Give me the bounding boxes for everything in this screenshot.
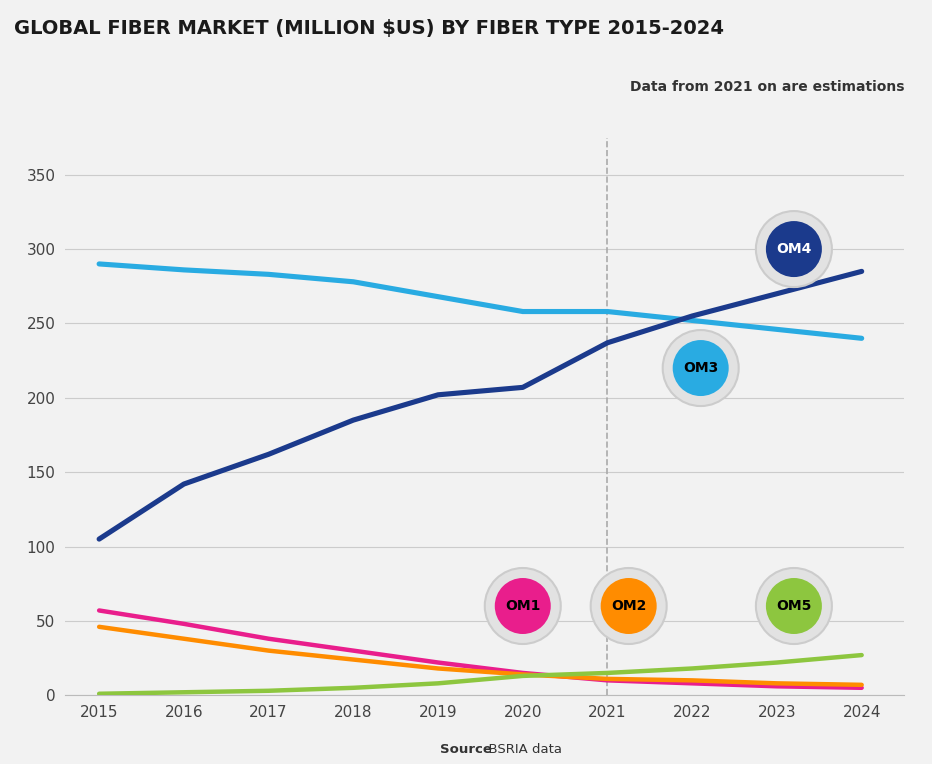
Ellipse shape xyxy=(673,340,729,396)
Ellipse shape xyxy=(756,568,832,644)
Text: OM3: OM3 xyxy=(683,361,719,375)
Text: OM4: OM4 xyxy=(776,242,812,256)
Ellipse shape xyxy=(663,330,739,406)
Text: OM1: OM1 xyxy=(505,599,541,613)
Ellipse shape xyxy=(495,578,551,634)
Ellipse shape xyxy=(756,211,832,287)
Text: Source: Source xyxy=(440,743,492,756)
Text: OM2: OM2 xyxy=(611,599,647,613)
Text: OM5: OM5 xyxy=(776,599,812,613)
Ellipse shape xyxy=(591,568,666,644)
Text: GLOBAL FIBER MARKET (MILLION $US) BY FIBER TYPE 2015-2024: GLOBAL FIBER MARKET (MILLION $US) BY FIB… xyxy=(14,19,724,38)
Ellipse shape xyxy=(766,578,822,634)
Ellipse shape xyxy=(766,221,822,277)
Ellipse shape xyxy=(485,568,561,644)
Text: BSRIA data: BSRIA data xyxy=(480,743,562,756)
Ellipse shape xyxy=(601,578,657,634)
Text: Data from 2021 on are estimations: Data from 2021 on are estimations xyxy=(629,80,904,94)
